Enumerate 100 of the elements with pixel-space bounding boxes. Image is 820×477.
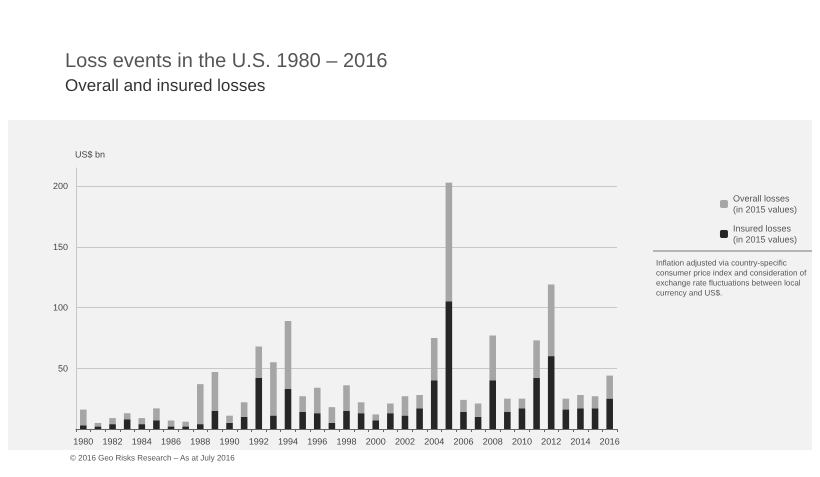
bar [270, 362, 277, 416]
x-tick-label: 1990 [220, 436, 240, 446]
bar [372, 420, 380, 429]
bar [562, 398, 570, 410]
bar [606, 398, 613, 429]
bar [504, 412, 511, 429]
bar [606, 376, 613, 399]
bar [328, 407, 336, 423]
bar [562, 410, 570, 429]
y-tick-label: 50 [58, 363, 68, 374]
bar [446, 302, 452, 429]
legend-label: Overall losses (in 2015 values) [732, 194, 798, 214]
y-tick-label: 100 [52, 302, 68, 313]
x-tick-label: 1988 [190, 436, 210, 446]
bar [577, 395, 584, 408]
bar [196, 424, 204, 429]
bar [387, 404, 394, 414]
y-tick-label: 150 [52, 242, 68, 252]
bar [299, 396, 306, 412]
bar [124, 413, 130, 420]
bar [314, 388, 321, 414]
bar [212, 372, 218, 411]
bar [402, 396, 408, 416]
bar [314, 413, 321, 429]
bar [270, 416, 277, 429]
bar [358, 413, 364, 429]
bar [138, 418, 146, 424]
bar [124, 419, 130, 429]
bar [518, 398, 526, 408]
bar [94, 422, 102, 427]
x-tick-label: 2002 [394, 436, 415, 446]
bar [182, 422, 189, 427]
x-tick-label: 2004 [424, 436, 444, 446]
bar [168, 420, 174, 427]
x-tick-label: 1994 [278, 436, 298, 446]
bar [533, 340, 540, 378]
bar [387, 413, 394, 429]
bar [284, 388, 292, 429]
bar [196, 384, 204, 424]
bar [299, 412, 306, 429]
bar [80, 410, 87, 426]
x-tick-label: 1980 [73, 436, 94, 446]
bar [489, 336, 496, 380]
bar [592, 396, 598, 408]
bar [504, 398, 511, 412]
x-tick-label: 2010 [512, 436, 532, 446]
x-tick-label: 1984 [132, 436, 152, 446]
bar [430, 338, 438, 380]
bar [518, 408, 526, 429]
bar [109, 424, 116, 429]
bar [577, 408, 584, 429]
bar [474, 404, 482, 417]
x-tick-label: 2000 [366, 436, 386, 446]
x-tick-label: 1998 [336, 436, 357, 446]
bar [592, 408, 598, 429]
x-tick-label: 2008 [482, 436, 503, 446]
text: Inflation adjusted via country-specific consumer price index and consideration of exchange rate fluctuations between local currency and US$. [656, 258, 809, 298]
y-tick-label: 200 [52, 181, 68, 192]
bar [474, 416, 482, 429]
x-tick-label: 1986 [161, 436, 182, 446]
bar [446, 182, 452, 302]
bar [255, 346, 262, 378]
x-tick-label: 1992 [248, 436, 269, 446]
bar [416, 408, 423, 429]
x-tick-label: 1982 [102, 436, 123, 446]
bar [80, 425, 87, 429]
bar [255, 378, 262, 429]
bar [460, 412, 467, 429]
bar [153, 420, 160, 429]
bar [226, 416, 233, 423]
bar [343, 410, 350, 429]
text: © 2016 Geo Risks Research – As at July 2016 [70, 454, 236, 462]
x-tick-label: 2014 [570, 436, 590, 446]
bar [226, 422, 233, 429]
bar [109, 418, 116, 424]
bar [240, 402, 248, 417]
bar [533, 378, 540, 429]
bar [430, 380, 438, 429]
bar [153, 408, 160, 420]
chart-title: Loss events in the U.S. 1980 – 2016 [65, 50, 388, 72]
bar [138, 424, 146, 429]
bar [212, 410, 218, 429]
bar [372, 414, 380, 420]
bar [402, 416, 408, 429]
bar [489, 380, 496, 429]
x-tick-label: 2016 [600, 436, 620, 446]
legend-label: Insured losses (in 2015 values) [732, 224, 798, 244]
x-tick-label: 2006 [453, 436, 474, 446]
bar [358, 402, 364, 414]
bar [416, 395, 423, 408]
y-axis-title: US$ bn [75, 150, 106, 160]
bar [548, 284, 554, 356]
chart-subtitle: Overall and insured losses [65, 76, 266, 95]
bar [343, 385, 350, 411]
bar [460, 400, 467, 412]
bar [240, 416, 248, 429]
bar [548, 356, 554, 429]
bar [284, 320, 292, 389]
x-tick-label: 2012 [541, 436, 562, 446]
x-tick-label: 1996 [307, 436, 328, 446]
